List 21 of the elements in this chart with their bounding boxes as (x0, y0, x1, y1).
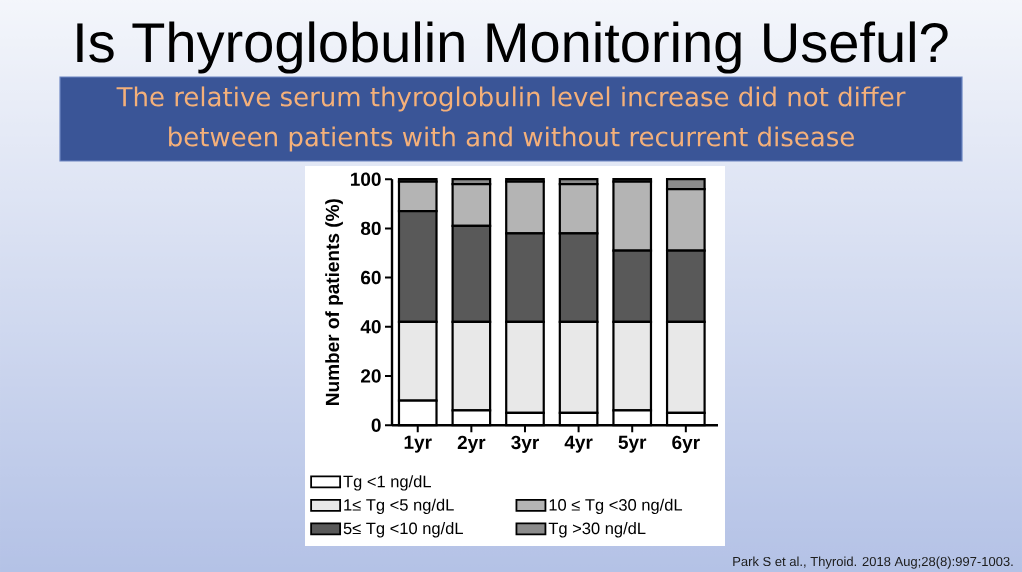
legend-label: 10 ≤ Tg <30 ng/dL (549, 498, 683, 515)
legend-label: 1≤ Tg <5 ng/dL (344, 498, 454, 515)
y-tick-label: 100 (350, 172, 381, 186)
x-tick-label: 3yr (511, 435, 539, 453)
y-tick-label: 20 (361, 369, 381, 383)
y-axis-title: Number of patients (%) (325, 199, 343, 405)
y-tick-label: 80 (360, 221, 381, 236)
text: The relative serum thyroglobulin level increase did not differ between patients with and without recurrent disease (116, 86, 906, 152)
y-tick-label: 0 (371, 418, 381, 432)
x-tick-label: 4yr (564, 435, 593, 453)
x-tick-label: 1yr (404, 435, 432, 453)
y-tick-label: 40 (360, 320, 381, 334)
legend-label: Tg <1 ng/dL (343, 475, 431, 491)
x-tick-label: 5yr (618, 435, 647, 453)
y-tick-label: 60 (361, 270, 381, 285)
legend-label: 5≤ Tg <10 ng/dL (343, 522, 463, 538)
x-tick-label: 2yr (457, 435, 486, 453)
legend-label: Tg >30 ng/dL (548, 522, 646, 538)
chart-title: Is Thyroglobulin Monitoring Useful? (77, 21, 948, 74)
x-tick-label: 6yr (672, 435, 700, 453)
text: Park S et al., Thyroid. 2018 Aug;28(8):997-1003. (733, 556, 1013, 569)
